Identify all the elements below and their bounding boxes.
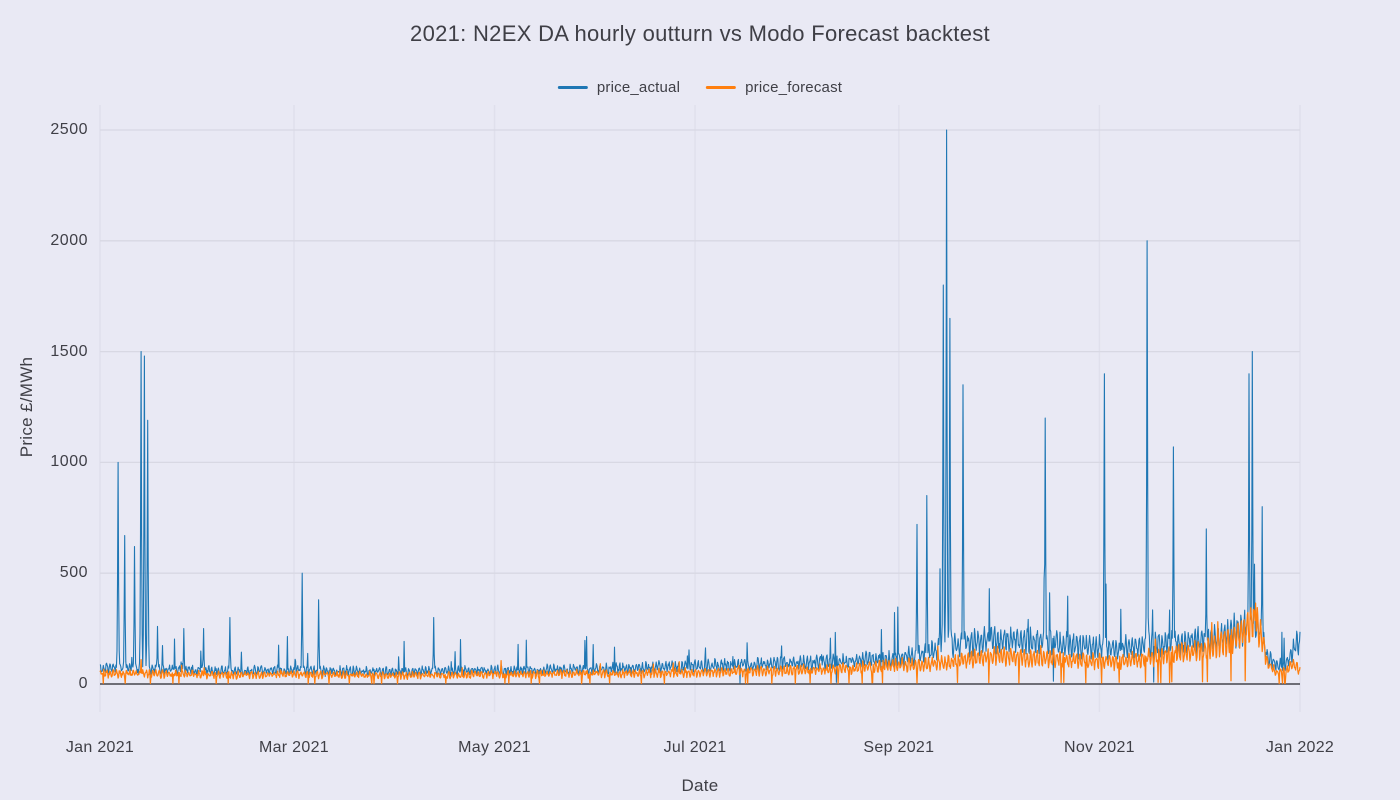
x-tick-label: Jan 2021 (65, 739, 135, 756)
chart-title: 2021: N2EX DA hourly outturn vs Modo For… (410, 21, 990, 46)
y-tick-label: 1000 (50, 453, 88, 471)
x-tick-label: Sep 2021 (863, 739, 935, 756)
x-tick-label: Nov 2021 (1063, 739, 1135, 756)
series-line-price_actual (99, 129, 1301, 684)
y-tick-label: 500 (59, 564, 88, 582)
legend-item-price-actual: price_actual (557, 79, 681, 96)
legend-swatch-price-actual-icon (557, 86, 588, 89)
legend-label-price-forecast: price_forecast (745, 79, 843, 96)
legend-label-price-actual: price_actual (596, 79, 681, 96)
series-line-price_forecast (99, 602, 1301, 685)
x-tick-label: Jan 2022 (1265, 739, 1335, 756)
y-tick-label: 0 (78, 675, 88, 692)
x-tick-label: Mar 2021 (258, 739, 329, 756)
legend-item-price-forecast: price_forecast (706, 79, 842, 96)
y-tick-label: 2000 (50, 231, 88, 249)
x-tick-label: Jul 2021 (663, 739, 727, 756)
y-tick-label: 2500 (50, 121, 88, 138)
x-tick-label: May 2021 (458, 739, 531, 756)
legend-swatch-price-forecast-icon (706, 86, 737, 89)
legend: price_actual price_forecast (557, 79, 842, 96)
y-tick-label: 1500 (50, 342, 88, 360)
x-axis-title: Date (681, 776, 719, 795)
y-axis-title: Price £/MWh (17, 356, 36, 458)
